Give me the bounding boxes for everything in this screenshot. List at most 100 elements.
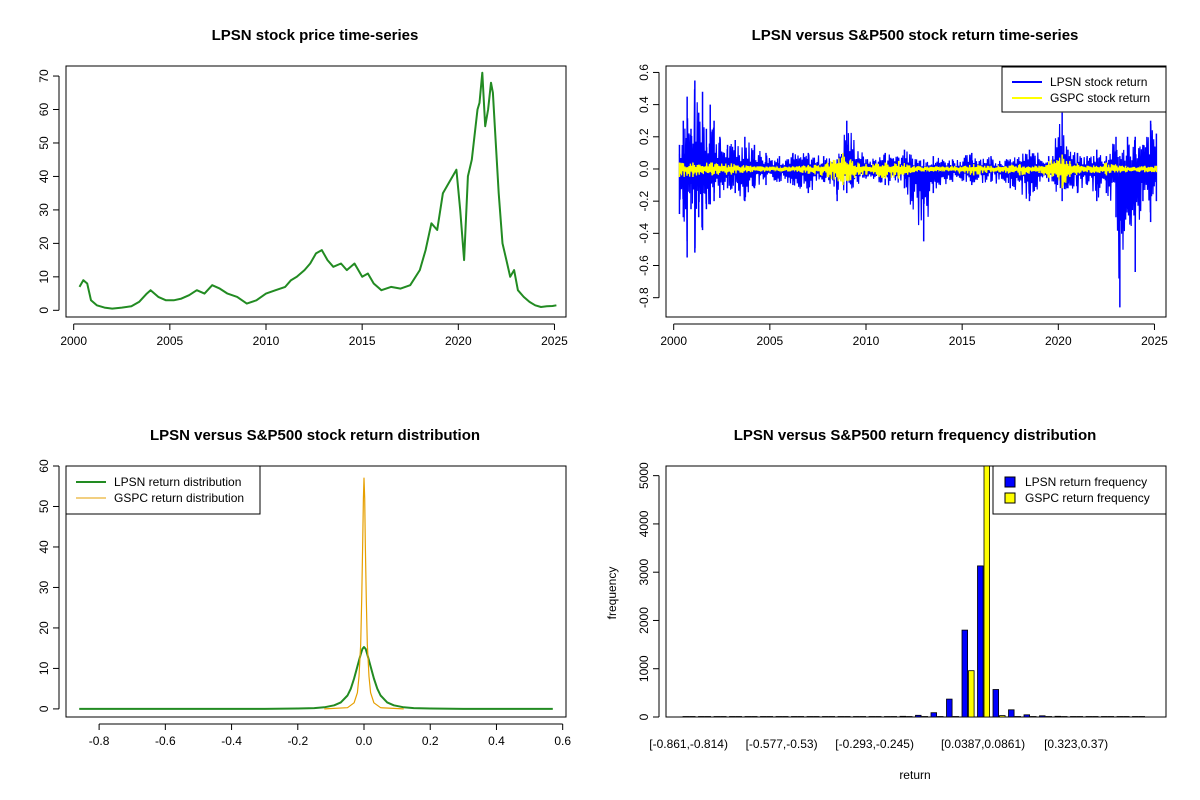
freq-bar-gspc bbox=[983, 465, 990, 718]
freq-bar-lpsn bbox=[698, 716, 705, 718]
density-title: LPSN versus S&P500 stock return distribu… bbox=[150, 427, 480, 444]
price-title: LPSN stock price time-series bbox=[212, 27, 419, 44]
density-x-tick-label: -0.8 bbox=[89, 734, 110, 748]
returns-y-tick-label: 0.6 bbox=[637, 64, 651, 81]
returns-x-tick-label: 2015 bbox=[949, 334, 976, 348]
returns-y-tick-label: -0.6 bbox=[637, 255, 651, 276]
density-legend-box bbox=[65, 465, 261, 515]
returns-y-tick-label: 0.2 bbox=[637, 128, 651, 145]
freq-bar-lpsn bbox=[713, 716, 720, 718]
freq-bar-gspc bbox=[813, 716, 820, 718]
price-y-tick-label: 0 bbox=[37, 307, 51, 314]
returns-y-tick-label: -0.2 bbox=[637, 190, 651, 211]
freq-bar-gspc bbox=[937, 716, 944, 718]
returns-series-gspc bbox=[678, 156, 1157, 186]
returns-legend-lpsn-label: LPSN stock return bbox=[1050, 75, 1147, 89]
freq-bar-gspc bbox=[1107, 716, 1114, 718]
freq-bar-gspc bbox=[1061, 716, 1068, 718]
freq-legend-gspc-swatch bbox=[1004, 492, 1016, 504]
freq-bar-lpsn bbox=[1023, 714, 1030, 718]
density-y-tick-label: 20 bbox=[37, 621, 51, 635]
density-y-tick-label: 30 bbox=[37, 580, 51, 594]
freq-bar-lpsn bbox=[977, 565, 984, 718]
returns-legend: LPSN stock return GSPC stock return bbox=[1001, 66, 1167, 113]
freq-bar-gspc bbox=[890, 716, 897, 718]
freq-bar-gspc bbox=[968, 670, 975, 718]
density-y-tick-label: 50 bbox=[37, 499, 51, 513]
freq-bar-lpsn bbox=[992, 689, 999, 718]
freq-bar-lpsn bbox=[744, 716, 751, 718]
returns-title: LPSN versus S&P500 stock return time-ser… bbox=[752, 27, 1079, 44]
freq-bar-gspc bbox=[735, 716, 742, 718]
price-panel: LPSN stock price time-series 2000 2005 201… bbox=[37, 27, 568, 348]
freq-panel: LPSN versus S&P500 return frequency dist… bbox=[605, 427, 1167, 782]
freq-bar-gspc bbox=[906, 716, 913, 718]
density-x-tick-label: -0.6 bbox=[155, 734, 176, 748]
freq-y-tick-label: 4000 bbox=[637, 510, 651, 537]
density-legend: LPSN return distribution GSPC return dis… bbox=[65, 465, 261, 515]
freq-bar-gspc bbox=[1138, 716, 1145, 718]
returns-frame bbox=[665, 65, 1167, 318]
returns-y-tick-label: -0.8 bbox=[637, 287, 651, 308]
freq-plot-area: 0 1000 2000 3000 4000 5000 [-0.861,-0.814) [-0.… bbox=[637, 462, 1167, 751]
freq-x-label: return bbox=[899, 768, 930, 782]
freq-bar-lpsn bbox=[1070, 716, 1077, 718]
density-x-tick-label: -0.4 bbox=[221, 734, 242, 748]
density-series-lpsn bbox=[79, 646, 553, 710]
price-x-tick-label: 2000 bbox=[60, 334, 87, 348]
freq-bar-gspc bbox=[859, 716, 866, 718]
price-y-tick-label: 50 bbox=[37, 136, 51, 150]
freq-x-tick-label: [-0.293,-0.245) bbox=[835, 737, 914, 751]
freq-bar-lpsn bbox=[1008, 709, 1015, 718]
freq-bar-gspc bbox=[999, 715, 1006, 718]
freq-y-tick-label: 2000 bbox=[637, 607, 651, 634]
freq-bar-gspc bbox=[1076, 716, 1083, 718]
freq-legend-gspc-label: GSPC return frequency bbox=[1025, 491, 1150, 505]
freq-bar-lpsn bbox=[760, 716, 767, 718]
freq-bar-gspc bbox=[766, 716, 773, 718]
price-x-tick-label: 2015 bbox=[349, 334, 376, 348]
returns-panel: LPSN versus S&P500 stock return time-ser… bbox=[637, 27, 1168, 348]
density-frame bbox=[65, 465, 567, 718]
freq-y-tick-label: 3000 bbox=[637, 559, 651, 586]
returns-x-tick-label: 2000 bbox=[660, 334, 687, 348]
density-plot-area: -0.8 -0.6 -0.4 -0.2 0.0 0.2 0.4 0.6 0 10 20 30 40 50 6… bbox=[37, 459, 571, 748]
price-series-line bbox=[78, 71, 557, 310]
freq-y-label: frequency bbox=[605, 567, 619, 620]
returns-x-tick-label: 2010 bbox=[853, 334, 880, 348]
density-legend-lpsn-label: LPSN return distribution bbox=[114, 475, 241, 489]
freq-bar-gspc bbox=[921, 716, 928, 718]
density-x-tick-label: 0.0 bbox=[356, 734, 373, 748]
freq-bar-lpsn bbox=[775, 716, 782, 718]
returns-legend-box bbox=[1001, 66, 1167, 113]
freq-bar-lpsn bbox=[1054, 715, 1061, 718]
freq-y-tick-label: 5000 bbox=[637, 462, 651, 489]
returns-legend-gspc-label: GSPC stock return bbox=[1050, 91, 1150, 105]
freq-bar-lpsn bbox=[884, 716, 891, 718]
freq-bar-gspc bbox=[952, 716, 959, 718]
freq-y-tick-label: 1000 bbox=[637, 655, 651, 682]
returns-x-tick-label: 2005 bbox=[756, 334, 783, 348]
freq-bar-gspc bbox=[751, 716, 758, 718]
returns-plot-area: 2000 2005 2010 2015 2020 2025 0.6 0.4 0.2 0.0 -0.2… bbox=[637, 64, 1168, 348]
freq-bar-gspc bbox=[704, 716, 711, 718]
returns-y-tick-label: 0.4 bbox=[637, 96, 651, 113]
freq-bar-gspc bbox=[1045, 716, 1052, 718]
freq-bar-lpsn bbox=[961, 629, 968, 718]
freq-bar-lpsn bbox=[682, 716, 689, 718]
price-plot-area: 2000 2005 2010 2015 2020 2025 0 10 20 30 40 50 60 70 bbox=[37, 65, 568, 348]
freq-bar-lpsn bbox=[1116, 716, 1123, 718]
price-frame bbox=[65, 65, 567, 318]
freq-y-tick-label: 0 bbox=[637, 713, 651, 720]
price-y-tick-label: 20 bbox=[37, 236, 51, 250]
freq-bar-lpsn bbox=[806, 716, 813, 718]
freq-legend-box bbox=[992, 465, 1167, 515]
freq-bar-gspc bbox=[828, 716, 835, 718]
freq-bar-lpsn bbox=[1085, 716, 1092, 718]
freq-bar-lpsn bbox=[1101, 716, 1108, 718]
freq-bar-lpsn bbox=[946, 698, 953, 718]
freq-bar-gspc bbox=[844, 716, 851, 718]
density-y-tick-label: 10 bbox=[37, 661, 51, 675]
density-legend-gspc-label: GSPC return distribution bbox=[114, 491, 244, 505]
